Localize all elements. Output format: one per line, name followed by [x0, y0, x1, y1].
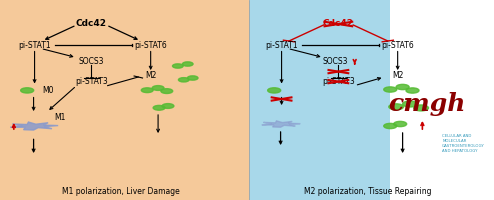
Bar — [390, 0, 494, 200]
Circle shape — [162, 104, 174, 108]
Text: M2 polarization, Tissue Repairing: M2 polarization, Tissue Repairing — [304, 188, 432, 196]
Text: pi-STAT6: pi-STAT6 — [381, 40, 414, 49]
Bar — [249, 0, 390, 200]
Text: M2: M2 — [392, 71, 404, 80]
Circle shape — [153, 105, 165, 110]
Bar — [0, 0, 249, 200]
Circle shape — [384, 123, 397, 129]
Circle shape — [268, 88, 281, 93]
Text: pi-STAT1: pi-STAT1 — [265, 40, 298, 49]
Circle shape — [152, 86, 164, 90]
Text: M0: M0 — [42, 86, 53, 95]
Text: M1 polarization, Liver Damage: M1 polarization, Liver Damage — [62, 188, 180, 196]
Text: M2: M2 — [145, 71, 157, 80]
Circle shape — [396, 84, 409, 90]
Text: Cdc42: Cdc42 — [323, 20, 354, 28]
Polygon shape — [10, 122, 58, 130]
Text: M1: M1 — [54, 112, 66, 121]
Circle shape — [21, 88, 34, 93]
Text: pi-STAT6: pi-STAT6 — [134, 40, 167, 49]
Circle shape — [141, 88, 153, 93]
Circle shape — [413, 105, 428, 111]
Circle shape — [187, 76, 198, 80]
Text: pi-STAT3: pi-STAT3 — [322, 77, 355, 86]
Text: Cdc42: Cdc42 — [76, 20, 107, 28]
Circle shape — [403, 101, 417, 107]
Circle shape — [406, 88, 419, 93]
Circle shape — [172, 64, 183, 68]
Circle shape — [389, 104, 404, 110]
Text: CELLULAR AND
MOLECULAR
GASTROENTEROLOGY
AND HEPATOLOGY: CELLULAR AND MOLECULAR GASTROENTEROLOGY … — [442, 134, 485, 153]
Text: pi-STAT1: pi-STAT1 — [18, 40, 51, 49]
Text: SOCS3: SOCS3 — [79, 56, 104, 66]
Circle shape — [161, 89, 173, 93]
Text: cmgh: cmgh — [389, 92, 466, 116]
Polygon shape — [262, 121, 300, 127]
Circle shape — [182, 62, 193, 66]
Text: SOCS3: SOCS3 — [322, 56, 348, 66]
Circle shape — [178, 78, 189, 82]
Text: pi-STAT3: pi-STAT3 — [75, 77, 108, 86]
Circle shape — [384, 87, 397, 92]
Circle shape — [394, 121, 407, 127]
